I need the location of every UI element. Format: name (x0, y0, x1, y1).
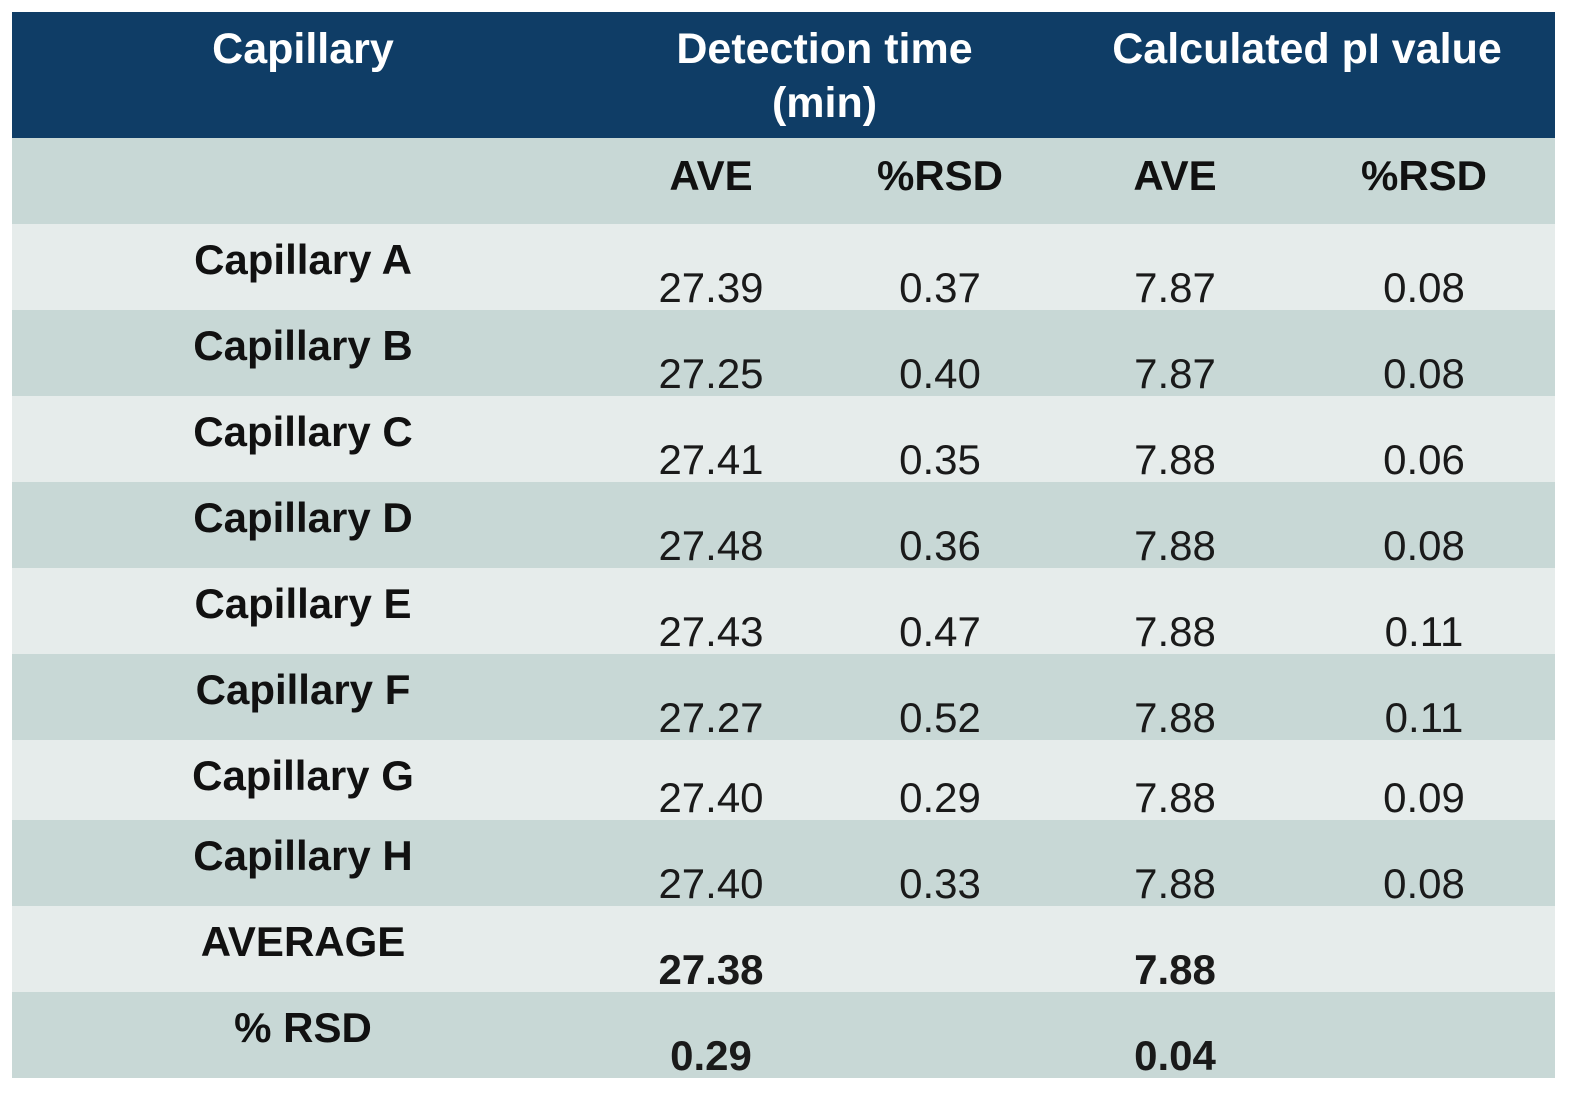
detection-ave: 27.27 (658, 694, 764, 741)
table-subheader-row: AVE %RSD AVE %RSD (12, 138, 1555, 224)
pi-rsd: 0.08 (1383, 860, 1465, 907)
capillary-results-table: Capillary Detection time (min) Calculate… (12, 12, 1555, 1079)
table-row: Capillary A 27.39 0.37 7.87 0.08 (12, 224, 1555, 311)
pi-rsd: 0.08 (1383, 350, 1465, 397)
summary-row-rsd: % RSD 0.29 0.04 (12, 992, 1555, 1079)
detection-rsd: 0.29 (899, 774, 981, 821)
summary-row-average: AVERAGE 27.38 7.88 (12, 906, 1555, 993)
detection-ave: 27.40 (658, 774, 764, 821)
row-name: Capillary B (193, 322, 413, 369)
row-name: Capillary F (195, 666, 411, 713)
pi-rsd: 0.08 (1383, 264, 1465, 311)
detection-rsd: 0.47 (899, 608, 981, 655)
pi-ave: 7.88 (1134, 522, 1216, 569)
detection-ave: 27.41 (658, 436, 764, 483)
row-name: Capillary H (193, 832, 413, 879)
pi-rsd: 0.11 (1384, 694, 1464, 741)
detection-rsd: 0.40 (899, 350, 981, 397)
pi-rsd: 0.09 (1383, 774, 1465, 821)
detection-ave: 27.39 (658, 264, 764, 311)
row-name: Capillary D (193, 494, 413, 541)
table-row: Capillary G 27.40 0.29 7.88 0.09 (12, 740, 1555, 821)
header-capillary: Capillary (212, 25, 394, 73)
table-row: Capillary F 27.27 0.52 7.88 0.11 (12, 654, 1555, 741)
detection-ave: 27.48 (658, 522, 764, 569)
pi-ave: 7.88 (1134, 774, 1216, 821)
pi-ave: 7.88 (1134, 694, 1216, 741)
pi-rsd: 0.06 (1383, 436, 1465, 483)
detection-rsd: 0.36 (899, 522, 981, 569)
detection-rsd: 0.52 (899, 694, 981, 741)
table-header-row: Capillary Detection time (min) Calculate… (12, 12, 1555, 138)
detection-ave: 0.29 (670, 1032, 752, 1079)
detection-ave: 27.38 (658, 946, 764, 993)
detection-ave: 27.43 (658, 608, 764, 655)
subheader-ave-detection: AVE (669, 152, 753, 199)
table-row: Capillary D 27.48 0.36 7.88 0.08 (12, 482, 1555, 569)
detection-rsd: 0.37 (899, 264, 981, 311)
pi-ave: 7.87 (1134, 350, 1216, 397)
table-row: Capillary H 27.40 0.33 7.88 0.08 (12, 820, 1555, 907)
header-detection-time-line2: (min) (771, 79, 878, 127)
subheader-rsd-pi: %RSD (1360, 152, 1488, 199)
pi-rsd: 0.08 (1383, 522, 1465, 569)
header-pi-value: Calculated pI value (1112, 25, 1502, 73)
pi-ave: 7.87 (1134, 264, 1216, 311)
table-row: Capillary C 27.41 0.35 7.88 0.06 (12, 396, 1555, 483)
row-name: AVERAGE (200, 918, 406, 965)
row-name: Capillary G (192, 752, 414, 799)
header-detection-time-line1: Detection time (676, 25, 973, 73)
detection-ave: 27.40 (658, 860, 764, 907)
pi-ave: 7.88 (1134, 946, 1216, 993)
row-name: Capillary A (194, 236, 412, 283)
subheader-rsd-detection: %RSD (876, 152, 1004, 199)
pi-ave: 7.88 (1134, 860, 1216, 907)
row-name: Capillary C (193, 408, 413, 455)
row-name: % RSD (234, 1004, 372, 1051)
pi-ave: 0.04 (1134, 1032, 1216, 1079)
header-detection-time: Detection time (min) (572, 22, 1077, 130)
detection-rsd: 0.33 (899, 860, 981, 907)
subheader-ave-pi: AVE (1133, 152, 1217, 199)
table-row: Capillary E 27.43 0.47 7.88 0.11 (12, 568, 1555, 655)
table-row: Capillary B 27.25 0.40 7.87 0.08 (12, 310, 1555, 397)
detection-ave: 27.25 (658, 350, 764, 397)
pi-ave: 7.88 (1134, 436, 1216, 483)
pi-ave: 7.88 (1134, 608, 1216, 655)
pi-rsd: 0.11 (1384, 608, 1464, 655)
row-name: Capillary E (194, 580, 412, 627)
detection-rsd: 0.35 (899, 436, 981, 483)
